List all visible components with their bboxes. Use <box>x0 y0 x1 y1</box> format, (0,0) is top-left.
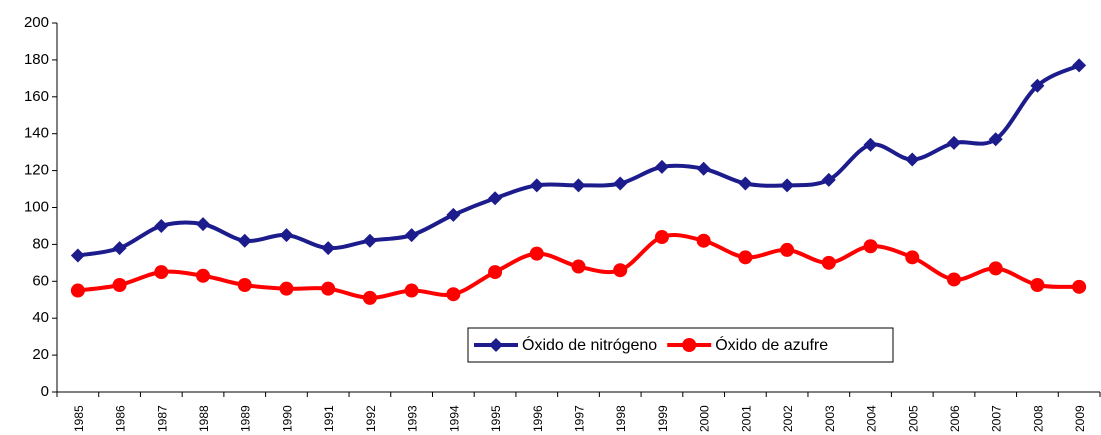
x-tick-label: 1992 <box>364 405 378 432</box>
y-tick-label: 20 <box>32 346 49 363</box>
x-tick-label: 1986 <box>114 405 128 432</box>
x-tick-label: 1989 <box>239 405 253 432</box>
x-tick-label: 2006 <box>948 405 962 432</box>
marker <box>404 228 419 243</box>
y-tick-label: 100 <box>24 198 49 215</box>
marker <box>154 218 169 233</box>
x-tick-label: 2007 <box>990 405 1004 432</box>
marker <box>279 228 294 243</box>
marker <box>905 250 920 265</box>
marker <box>821 172 836 187</box>
marker <box>654 159 669 174</box>
x-tick-label: 2002 <box>781 405 795 432</box>
marker <box>821 255 836 270</box>
marker <box>279 281 294 296</box>
x-tick-label: 1987 <box>155 405 169 432</box>
y-tick-label: 180 <box>24 51 49 68</box>
series-line <box>77 63 1081 258</box>
x-tick-label: 1991 <box>322 405 336 432</box>
x-tick-label: 1997 <box>573 405 587 432</box>
marker <box>946 135 961 150</box>
marker <box>863 137 878 152</box>
marker <box>571 178 586 193</box>
y-tick-label: 160 <box>24 88 49 105</box>
x-tick-label: 1988 <box>197 405 211 432</box>
y-tick-label: 80 <box>32 235 49 252</box>
marker <box>196 217 211 232</box>
marker <box>988 132 1003 147</box>
marker <box>70 283 85 298</box>
marker <box>112 277 127 292</box>
marker <box>446 287 461 302</box>
marker <box>529 246 544 261</box>
marker <box>738 176 753 191</box>
marker <box>404 283 419 298</box>
x-tick-label: 1985 <box>72 405 86 432</box>
marker <box>1030 277 1045 292</box>
y-tick-label: 200 <box>24 14 49 31</box>
marker <box>112 241 127 256</box>
marker <box>738 250 753 265</box>
marker <box>446 207 461 222</box>
marker <box>154 265 169 280</box>
x-tick-label: 2001 <box>739 405 753 432</box>
legend-label: Óxido de nitrógeno <box>522 335 657 354</box>
marker <box>321 281 336 296</box>
x-tick-label: 2004 <box>865 405 879 432</box>
marker <box>780 178 795 193</box>
marker <box>1030 78 1045 93</box>
marker <box>237 277 252 292</box>
marker <box>946 272 961 287</box>
marker <box>682 338 697 352</box>
y-tick-label: 60 <box>32 272 49 289</box>
marker <box>488 265 503 280</box>
marker <box>70 248 85 263</box>
marker <box>613 263 628 278</box>
x-tick-label: 2000 <box>698 405 712 432</box>
y-tick-label: 40 <box>32 309 49 326</box>
marker <box>1072 279 1087 294</box>
marker <box>988 261 1003 276</box>
marker <box>905 152 920 167</box>
marker <box>489 338 503 352</box>
x-tick-label: 1998 <box>614 405 628 432</box>
x-tick-label: 1993 <box>406 405 420 432</box>
marker <box>696 161 711 176</box>
x-tick-label: 1996 <box>531 405 545 432</box>
x-tick-label: 1990 <box>280 405 294 432</box>
marker <box>362 290 377 305</box>
y-tick-label: 140 <box>24 125 49 142</box>
marker <box>196 268 211 283</box>
marker <box>237 233 252 248</box>
marker <box>696 233 711 248</box>
marker <box>571 259 586 274</box>
x-tick-label: 2008 <box>1031 405 1045 432</box>
x-tick-label: 2003 <box>823 405 837 432</box>
marker <box>1072 58 1087 73</box>
y-tick-label: 120 <box>24 162 49 179</box>
marker <box>780 242 795 257</box>
marker <box>863 239 878 254</box>
y-tick-label: 0 <box>41 383 49 400</box>
marker <box>362 233 377 248</box>
legend-label: Óxido de azufre <box>715 335 828 354</box>
x-tick-label: 1995 <box>489 405 503 432</box>
marker <box>613 176 628 191</box>
marker <box>529 178 544 193</box>
marker <box>488 191 503 206</box>
x-tick-label: 2009 <box>1073 405 1087 432</box>
x-tick-label: 1994 <box>447 405 461 432</box>
marker <box>654 230 669 245</box>
x-tick-label: 1999 <box>656 405 670 432</box>
x-tick-label: 2005 <box>906 405 920 432</box>
marker <box>321 241 336 256</box>
